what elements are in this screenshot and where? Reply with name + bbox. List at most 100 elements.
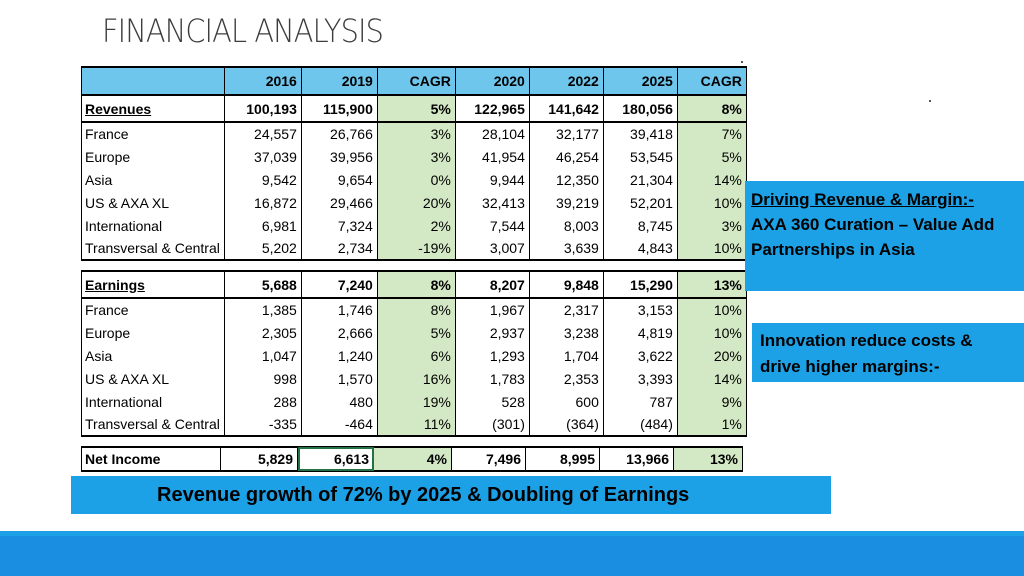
cagr-cell: 3% xyxy=(376,145,456,168)
cagr-cell: 9% xyxy=(676,390,747,413)
value-cell: 8,207 xyxy=(454,270,530,299)
value-cell: 53,545 xyxy=(602,145,678,168)
revenue-row: France 24,557 26,766 3% 28,104 32,177 39,418 7% xyxy=(81,122,747,145)
row-label: Net Income xyxy=(81,446,221,472)
footer-stripe xyxy=(0,531,1024,536)
value-cell: 28,104 xyxy=(454,122,530,145)
cagr-cell: 2% xyxy=(376,214,456,237)
value-cell: 8,745 xyxy=(602,214,678,237)
value-cell: 1,240 xyxy=(300,344,378,367)
value-cell: 8,995 xyxy=(525,446,600,472)
value-cell: 100,193 xyxy=(223,95,302,123)
value-cell: 9,654 xyxy=(300,168,378,191)
cagr-cell: 7% xyxy=(676,122,747,145)
net-income-table: Net Income 5,829 6,613 4% 7,496 8,995 13,966 13… xyxy=(81,446,743,472)
row-label: Revenues xyxy=(81,95,225,123)
value-cell: 2,937 xyxy=(454,321,530,344)
decorative-dot xyxy=(741,61,743,63)
revenue-row: Transversal & Central 5,202 2,734 -19% 3,007… xyxy=(81,237,747,261)
summary-banner: Revenue growth of 72% by 2025 & Doubling… xyxy=(71,476,831,514)
cagr-cell: CAGR xyxy=(676,66,747,96)
value-cell: 2020 xyxy=(454,66,530,96)
revenue-row: Europe 37,039 39,956 3% 41,954 46,254 53,545 5% xyxy=(81,145,747,168)
earnings-row: US & AXA XL 998 1,570 16% 1,783 2,353 3,393 14% xyxy=(81,367,747,390)
revenue-margin-callout: Driving Revenue & Margin:- AXA 360 Curat… xyxy=(745,181,1024,291)
row-label xyxy=(81,66,225,96)
cagr-cell: 8% xyxy=(376,298,456,321)
value-cell: 122,965 xyxy=(454,95,530,123)
value-cell: 13,966 xyxy=(599,446,674,472)
earnings-row: International 288 480 19% 528 600 787 9% xyxy=(81,390,747,413)
value-cell: 1,385 xyxy=(223,298,302,321)
value-cell: 6,613 xyxy=(297,446,374,472)
value-cell: 39,956 xyxy=(300,145,378,168)
value-cell: 9,542 xyxy=(223,168,302,191)
row-label: International xyxy=(81,214,225,237)
cagr-cell: 20% xyxy=(376,191,456,214)
value-cell: -464 xyxy=(300,413,378,437)
value-cell: 5,688 xyxy=(223,270,302,299)
value-cell: 6,981 xyxy=(223,214,302,237)
cagr-cell: 3% xyxy=(676,214,747,237)
value-cell: 9,944 xyxy=(454,168,530,191)
cagr-cell: 10% xyxy=(676,298,747,321)
value-cell: 46,254 xyxy=(528,145,604,168)
page-title: FINANCIAL ANALYSIS xyxy=(102,12,384,50)
value-cell: -335 xyxy=(223,413,302,437)
earnings-table: Earnings 5,688 7,240 8% 8,207 9,848 15,290 13% F… xyxy=(81,270,747,437)
callout-line: Partnerships in Asia xyxy=(751,240,915,259)
cagr-cell: 5% xyxy=(676,145,747,168)
value-cell: 480 xyxy=(300,390,378,413)
value-cell: 2,734 xyxy=(300,237,378,261)
value-cell: 7,324 xyxy=(300,214,378,237)
value-cell: 7,544 xyxy=(454,214,530,237)
value-cell: 3,622 xyxy=(602,344,678,367)
earnings-row: Europe 2,305 2,666 5% 2,937 3,238 4,819 10% xyxy=(81,321,747,344)
earnings-total-row: Earnings 5,688 7,240 8% 8,207 9,848 15,290 13% xyxy=(81,270,747,299)
cagr-cell: 19% xyxy=(376,390,456,413)
cagr-cell: 20% xyxy=(676,344,747,367)
cagr-cell: 6% xyxy=(376,344,456,367)
row-label: US & AXA XL xyxy=(81,191,225,214)
row-label: Asia xyxy=(81,344,225,367)
value-cell: 2016 xyxy=(223,66,302,96)
value-cell: 180,056 xyxy=(602,95,678,123)
value-cell: 998 xyxy=(223,367,302,390)
footer-bar xyxy=(0,536,1024,576)
cagr-cell: 11% xyxy=(376,413,456,437)
row-label: Earnings xyxy=(81,270,225,299)
value-cell: 39,219 xyxy=(528,191,604,214)
value-cell: 52,201 xyxy=(602,191,678,214)
value-cell: 1,704 xyxy=(528,344,604,367)
cagr-cell: 5% xyxy=(376,95,456,123)
value-cell: 1,967 xyxy=(454,298,530,321)
value-cell: 21,304 xyxy=(602,168,678,191)
value-cell: 39,418 xyxy=(602,122,678,145)
value-cell: 5,202 xyxy=(223,237,302,261)
row-label: Europe xyxy=(81,321,225,344)
value-cell: 288 xyxy=(223,390,302,413)
value-cell: 5,829 xyxy=(220,446,298,472)
value-cell: 1,293 xyxy=(454,344,530,367)
value-cell: 2,317 xyxy=(528,298,604,321)
row-label: Transversal & Central xyxy=(81,237,225,261)
revenues-table: 2016 2019 CAGR 2020 2022 2025 CAGR Revenues 100,… xyxy=(81,66,747,261)
value-cell: 37,039 xyxy=(223,145,302,168)
value-cell: 29,466 xyxy=(300,191,378,214)
value-cell: 2022 xyxy=(528,66,604,96)
cagr-cell: 13% xyxy=(676,270,747,299)
value-cell: 4,843 xyxy=(602,237,678,261)
cagr-cell: 8% xyxy=(376,270,456,299)
value-cell: 2019 xyxy=(300,66,378,96)
callout-line: AXA 360 Curation – Value Add xyxy=(751,215,995,234)
value-cell: 528 xyxy=(454,390,530,413)
value-cell: 2,305 xyxy=(223,321,302,344)
value-cell: 7,496 xyxy=(451,446,526,472)
innovation-callout: Innovation reduce costs & drive higher m… xyxy=(752,323,1024,382)
row-label: France xyxy=(81,122,225,145)
row-label: Asia xyxy=(81,168,225,191)
cagr-cell: 10% xyxy=(676,191,747,214)
cagr-cell: 8% xyxy=(676,95,747,123)
cagr-cell: -19% xyxy=(376,237,456,261)
revenue-row: International 6,981 7,324 2% 7,544 8,003 8,745… xyxy=(81,214,747,237)
